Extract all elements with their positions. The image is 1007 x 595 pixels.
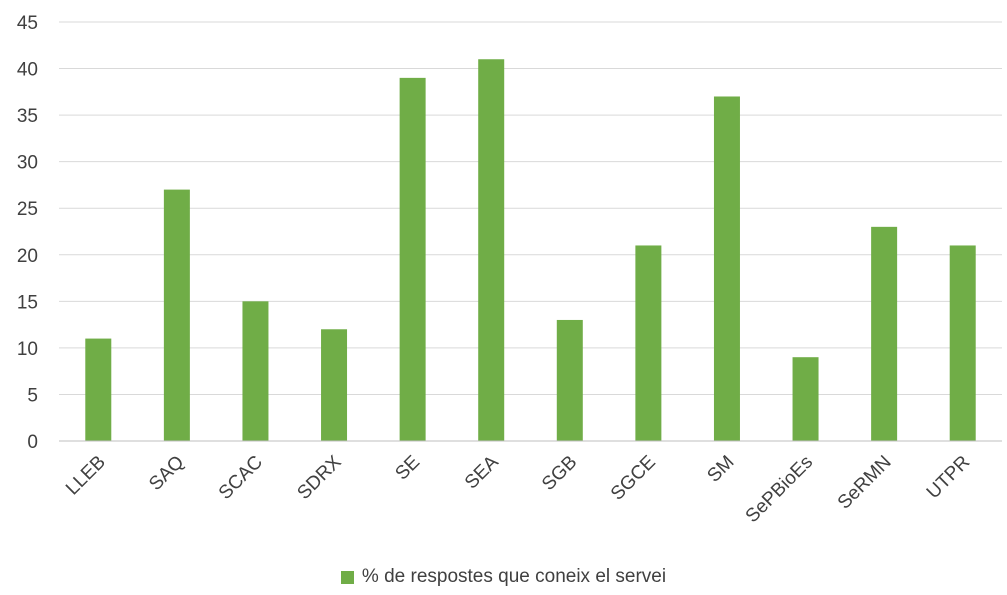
legend-label: % de respostes que coneix el servei bbox=[361, 566, 667, 587]
legend: % de respostes que coneix el servei bbox=[0, 566, 1007, 588]
legend-swatch bbox=[340, 570, 354, 584]
bar-LLEB bbox=[85, 338, 112, 441]
bar-SE bbox=[399, 77, 426, 441]
x-tick-label: SE bbox=[391, 452, 424, 485]
y-tick-label: 35 bbox=[17, 106, 38, 127]
x-tick-label: SM bbox=[703, 452, 738, 487]
bar-SM bbox=[713, 96, 740, 441]
y-tick-label: 0 bbox=[27, 432, 38, 453]
bars bbox=[85, 59, 976, 441]
x-tick-label: SEA bbox=[461, 451, 503, 493]
y-tick-label: 5 bbox=[27, 385, 38, 406]
bar-UTPR bbox=[949, 245, 976, 441]
bar-SAQ bbox=[163, 189, 190, 441]
y-tick-label: 30 bbox=[17, 153, 38, 174]
x-tick-label: SeRMN bbox=[834, 452, 896, 514]
y-tick-label: 20 bbox=[17, 246, 38, 267]
x-tick-label: SGB bbox=[538, 452, 581, 495]
gridlines bbox=[59, 21, 1002, 395]
bar-SGCE bbox=[635, 245, 662, 441]
x-tick-label: SCAC bbox=[215, 452, 267, 504]
bar-SeRMN bbox=[871, 226, 898, 441]
y-tick-label: 25 bbox=[17, 199, 38, 220]
bar-SePBioEs bbox=[792, 357, 819, 441]
x-tick-label: SePBioEs bbox=[742, 452, 817, 527]
y-tick-label: 15 bbox=[17, 292, 38, 313]
bar-SCAC bbox=[242, 301, 269, 441]
x-tick-label: SGCE bbox=[607, 452, 660, 505]
bar-SEA bbox=[478, 59, 505, 441]
x-tick-label: UTPR bbox=[923, 452, 974, 503]
y-tick-label: 40 bbox=[17, 60, 38, 81]
x-tick-label: SAQ bbox=[145, 452, 188, 495]
bar-SDRX bbox=[321, 329, 348, 441]
y-tick-label: 10 bbox=[17, 339, 38, 360]
y-tick-label: 45 bbox=[17, 13, 38, 34]
bar-SGB bbox=[556, 319, 583, 441]
x-tick-label: LLEB bbox=[62, 452, 110, 500]
x-tick-label: SDRX bbox=[293, 451, 345, 503]
